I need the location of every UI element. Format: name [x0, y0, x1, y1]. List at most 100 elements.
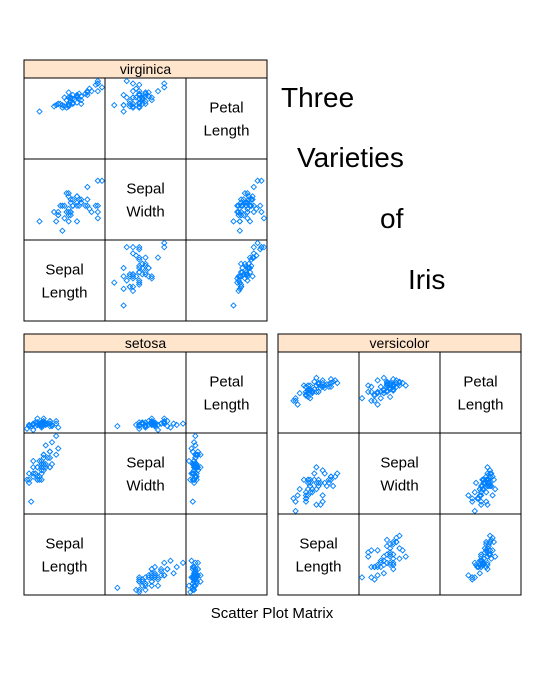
panels-group: virginica Petal Length Sepal Width Sepal Lengt… — [23, 59, 522, 596]
data-point — [471, 489, 479, 496]
data-point — [129, 243, 137, 251]
data-point — [317, 479, 324, 487]
diagonal-label: Sepal — [45, 262, 83, 279]
data-point — [67, 95, 74, 103]
data-point — [396, 555, 403, 562]
data-point — [474, 495, 481, 502]
data-point — [123, 243, 130, 251]
data-point — [114, 584, 121, 592]
data-point — [161, 559, 168, 567]
data-point — [489, 492, 496, 499]
data-point — [480, 559, 487, 567]
data-point — [52, 218, 60, 225]
chart-title: Three Varieties of Iris — [281, 82, 445, 295]
data-point — [88, 87, 95, 95]
data-point — [192, 567, 199, 575]
data-point — [237, 281, 245, 288]
data-point — [164, 565, 171, 573]
data-point — [132, 252, 140, 259]
data-point — [73, 202, 81, 209]
title-line-1: Three — [281, 82, 354, 113]
data-point — [306, 479, 314, 487]
data-point — [306, 394, 314, 402]
data-point — [38, 470, 45, 477]
data-point — [292, 498, 299, 505]
data-point — [249, 273, 256, 280]
data-point — [34, 476, 41, 483]
data-point — [368, 397, 375, 404]
data-point — [94, 215, 102, 222]
data-point — [258, 243, 265, 251]
cell-frame — [277, 432, 360, 515]
data-point — [65, 101, 72, 109]
data-point — [294, 401, 301, 408]
data-point — [383, 536, 391, 544]
data-point — [111, 101, 118, 109]
diagonal-label: Length — [296, 559, 342, 576]
data-point — [490, 476, 498, 483]
strip-label-virginica: virginica — [120, 61, 172, 77]
data-point — [179, 420, 187, 427]
data-point — [27, 498, 35, 505]
data-point — [296, 389, 303, 397]
data-point — [145, 264, 152, 272]
data-point — [185, 457, 193, 465]
data-point — [383, 542, 391, 550]
data-point — [248, 202, 255, 209]
data-point — [136, 264, 143, 272]
data-point — [193, 460, 200, 468]
data-point — [244, 215, 251, 222]
data-point — [491, 485, 499, 493]
diagonal-label: Sepal — [45, 536, 83, 553]
data-point — [313, 464, 320, 471]
data-point — [386, 549, 394, 556]
data-point — [120, 264, 127, 272]
data-point — [475, 563, 482, 571]
data-point — [92, 202, 99, 209]
data-point — [241, 190, 249, 197]
data-point — [292, 397, 299, 404]
data-point — [129, 94, 137, 101]
data-point — [365, 382, 372, 389]
data-point — [126, 283, 134, 290]
data-point — [193, 451, 200, 458]
data-point — [167, 557, 174, 564]
data-point — [190, 470, 198, 477]
cell-frame — [23, 513, 106, 596]
data-point — [377, 394, 384, 402]
data-point — [94, 202, 102, 209]
data-point — [46, 448, 54, 455]
data-point — [161, 80, 168, 87]
data-point — [136, 574, 143, 581]
data-point — [192, 432, 199, 440]
data-point — [302, 495, 310, 502]
data-point — [244, 264, 251, 272]
data-point — [327, 476, 335, 483]
data-point — [151, 563, 159, 571]
data-point — [86, 205, 93, 213]
data-point — [190, 586, 198, 594]
data-point — [294, 492, 301, 499]
data-point — [136, 279, 143, 286]
data-point — [190, 574, 198, 581]
data-point — [371, 576, 378, 583]
data-point — [358, 574, 366, 581]
data-point — [302, 391, 310, 398]
data-point — [145, 574, 152, 581]
data-point — [120, 101, 127, 109]
data-point — [313, 382, 320, 389]
data-point — [482, 547, 490, 554]
data-point — [260, 215, 268, 222]
data-point — [73, 91, 81, 99]
data-point — [188, 557, 195, 564]
data-point — [393, 379, 400, 387]
data-point — [42, 442, 49, 449]
data-point — [471, 559, 479, 567]
data-point — [327, 379, 335, 387]
data-point — [488, 470, 495, 477]
data-point — [249, 254, 256, 261]
data-point — [120, 101, 127, 109]
cell-frame — [23, 158, 106, 241]
data-point — [327, 383, 335, 391]
data-point — [236, 218, 244, 225]
